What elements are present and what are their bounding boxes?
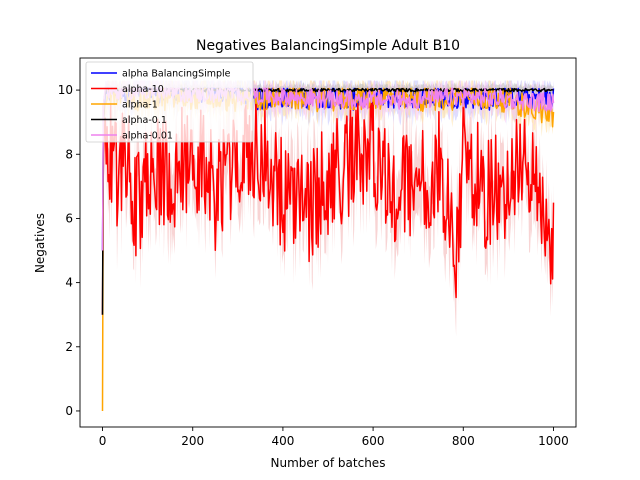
- y-tick-label: 0: [65, 404, 73, 418]
- legend-label: alpha-0.1: [122, 115, 167, 126]
- x-tick-label: 0: [99, 434, 107, 448]
- axes-frame: [79, 57, 577, 428]
- legend-label: alpha-0.01: [122, 131, 173, 142]
- x-tick-label: 400: [271, 434, 294, 448]
- legend-label: alpha-10: [122, 84, 164, 95]
- chart-title: Negatives BalancingSimple Adult B10: [196, 38, 460, 54]
- legend-label: alpha-1: [122, 100, 158, 111]
- y-tick-label: 2: [65, 340, 73, 354]
- x-tick-label: 200: [181, 434, 204, 448]
- legend-label: alpha BalancingSimple: [122, 69, 231, 80]
- y-tick-label: 10: [58, 83, 73, 97]
- y-tick-label: 6: [65, 211, 73, 225]
- legend-box: [85, 61, 254, 143]
- x-tick-label: 800: [452, 434, 475, 448]
- x-tick-label: 1000: [538, 434, 569, 448]
- series-line-alpha-10: [101, 95, 555, 315]
- x-axis-label: Number of batches: [271, 456, 386, 470]
- y-tick-label: 4: [65, 276, 73, 290]
- x-tick-label: 600: [362, 434, 385, 448]
- legend: alpha BalancingSimple alpha-10 alpha-1 alph…: [85, 61, 254, 143]
- y-axis-label: Negatives: [33, 213, 47, 273]
- y-tick-label: 8: [65, 147, 73, 161]
